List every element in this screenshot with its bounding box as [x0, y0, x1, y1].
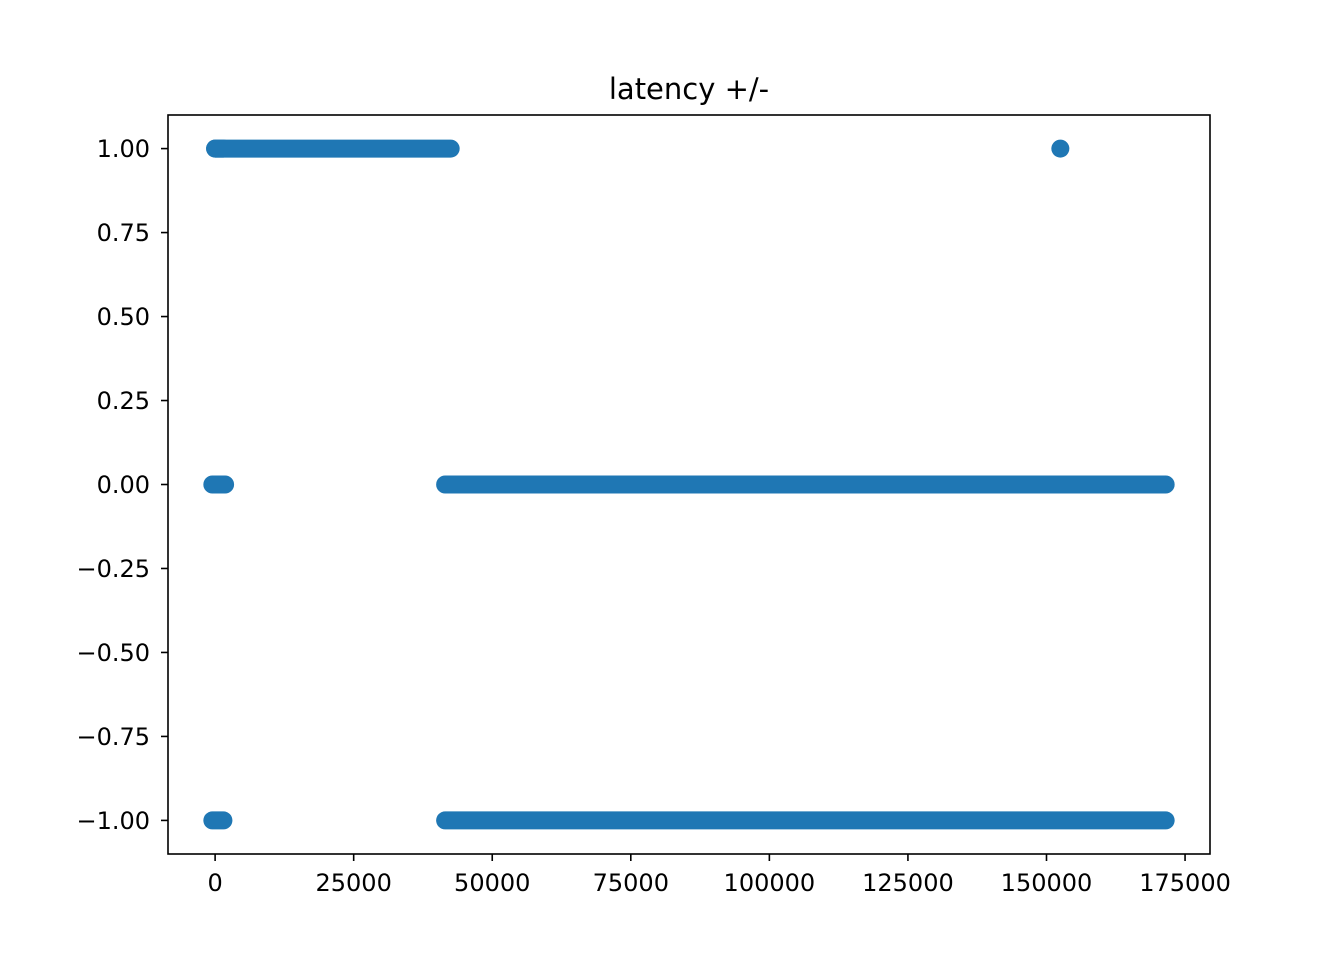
x-tick-label: 100000: [724, 869, 816, 897]
x-tick-label: 125000: [862, 869, 954, 897]
y-axis: 1.00 0.75 0.50 0.25 0.00 −0.25 −0.50 −0.75 −1.00: [76, 135, 168, 835]
x-tick-label: 150000: [1001, 869, 1093, 897]
x-axis: 0 25000 50000 75000 100000 125000 150000 175000: [207, 854, 1231, 897]
y-tick-label: −1.00: [76, 807, 150, 835]
y-tick-label: 1.00: [97, 135, 150, 163]
x-tick-label: 50000: [454, 869, 530, 897]
y-tick-label: −0.75: [76, 723, 150, 751]
y-tick-label: −0.25: [76, 555, 150, 583]
x-tick-label: 175000: [1139, 869, 1231, 897]
data-marks: [203, 139, 1175, 830]
x-tick-label: 0: [207, 869, 222, 897]
scatter-point: [1051, 139, 1070, 158]
y-tick-label: 0.50: [97, 303, 150, 331]
x-tick-label: 75000: [593, 869, 669, 897]
x-tick-label: 25000: [315, 869, 391, 897]
y-tick-label: 0.00: [97, 471, 150, 499]
y-tick-label: −0.50: [76, 639, 150, 667]
chart-title: latency +/-: [609, 72, 769, 106]
y-tick-label: 0.75: [97, 219, 150, 247]
y-tick-label: 0.25: [97, 387, 150, 415]
